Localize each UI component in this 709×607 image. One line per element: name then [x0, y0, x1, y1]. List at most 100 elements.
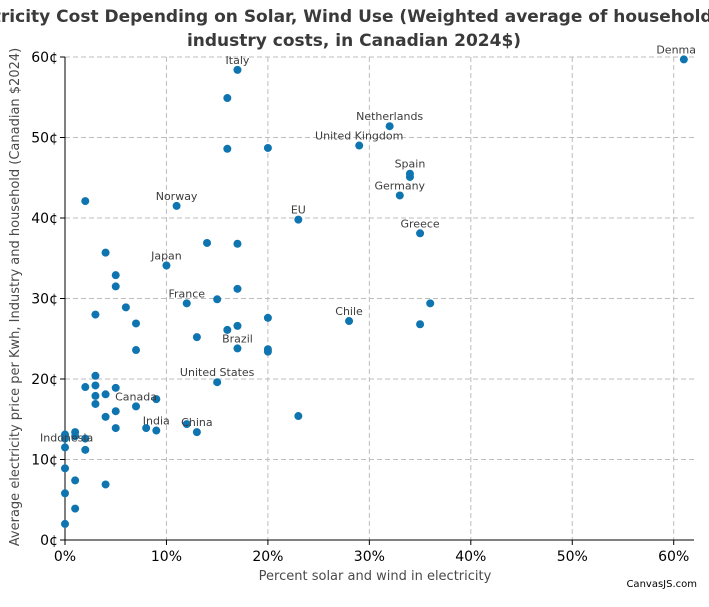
- data-point[interactable]: [203, 238, 212, 247]
- data-points: [61, 55, 688, 528]
- y-tick-label: 0¢: [40, 533, 58, 549]
- data-point[interactable]: [395, 191, 404, 200]
- data-point[interactable]: [233, 239, 242, 248]
- data-point[interactable]: [182, 420, 191, 429]
- data-point[interactable]: [111, 383, 120, 392]
- data-point[interactable]: [111, 271, 120, 280]
- data-point[interactable]: [233, 284, 242, 293]
- x-tick-label: 10%: [151, 549, 182, 565]
- y-tick-label: 20¢: [31, 372, 58, 388]
- x-tick-label: 50%: [557, 549, 588, 565]
- point-label: Indonesia: [40, 431, 93, 444]
- data-point[interactable]: [152, 395, 161, 404]
- y-tick-label: 40¢: [31, 211, 58, 227]
- data-point[interactable]: [71, 504, 80, 513]
- data-point[interactable]: [416, 320, 425, 329]
- data-point[interactable]: [121, 303, 130, 312]
- data-point[interactable]: [233, 344, 242, 353]
- data-point[interactable]: [416, 229, 425, 238]
- data-point[interactable]: [263, 313, 272, 322]
- data-point[interactable]: [91, 399, 100, 408]
- point-label: Canada: [115, 390, 157, 403]
- data-point[interactable]: [182, 299, 191, 308]
- data-point[interactable]: [81, 445, 90, 454]
- data-point[interactable]: [81, 434, 90, 443]
- data-point[interactable]: [91, 310, 100, 319]
- data-point[interactable]: [223, 325, 232, 334]
- data-point[interactable]: [61, 464, 69, 473]
- data-point[interactable]: [101, 390, 110, 399]
- point-label: India: [143, 415, 170, 428]
- data-point[interactable]: [162, 261, 171, 270]
- point-label: Denma: [656, 43, 696, 56]
- data-point[interactable]: [345, 317, 354, 326]
- data-point[interactable]: [385, 122, 394, 131]
- data-point[interactable]: [132, 319, 141, 328]
- data-point[interactable]: [294, 412, 303, 421]
- data-point[interactable]: [81, 197, 90, 206]
- data-point[interactable]: [111, 424, 120, 433]
- data-point[interactable]: [61, 430, 69, 439]
- data-point[interactable]: [294, 215, 303, 224]
- data-point[interactable]: [679, 55, 688, 64]
- data-point[interactable]: [71, 476, 80, 485]
- point-labels: Italy Netherlands United Kingdom Spain Germa…: [40, 43, 696, 444]
- data-point[interactable]: [213, 295, 222, 304]
- data-point[interactable]: [61, 489, 69, 498]
- point-label: Netherlands: [356, 110, 423, 123]
- data-point[interactable]: [192, 333, 201, 342]
- x-tick-labels: 0% 10% 20% 30% 40% 50% 60%: [54, 540, 689, 565]
- point-label: Germany: [375, 179, 426, 192]
- point-label: Brazil: [222, 332, 253, 345]
- data-point[interactable]: [61, 519, 69, 528]
- data-point[interactable]: [263, 143, 272, 152]
- point-label: China: [181, 416, 212, 429]
- data-point[interactable]: [233, 65, 242, 74]
- point-label: Greece: [401, 217, 440, 230]
- canvasjs-credit[interactable]: CanvasJS.com: [626, 579, 697, 590]
- data-point[interactable]: [152, 426, 161, 435]
- data-point[interactable]: [223, 144, 232, 153]
- data-point[interactable]: [172, 201, 181, 210]
- data-point[interactable]: [111, 407, 120, 416]
- data-point[interactable]: [101, 480, 110, 489]
- point-label: United States: [180, 366, 255, 379]
- data-point[interactable]: [426, 299, 435, 308]
- point-label: United Kingdom: [315, 130, 403, 143]
- x-axis-title: Percent solar and wind in electricity: [259, 569, 492, 584]
- x-tick-label: 0%: [54, 549, 76, 565]
- data-point[interactable]: [91, 381, 100, 390]
- point-label: EU: [291, 204, 306, 217]
- data-point[interactable]: [81, 383, 90, 392]
- data-point[interactable]: [91, 391, 100, 400]
- data-point[interactable]: [132, 346, 141, 355]
- y-tick-label: 60¢: [31, 50, 58, 66]
- data-point[interactable]: [263, 345, 272, 354]
- x-tick-label: 20%: [252, 549, 283, 565]
- y-axis-title: Average electricity price per Kwh, Indus…: [8, 48, 23, 546]
- data-point[interactable]: [223, 94, 232, 103]
- data-point[interactable]: [101, 412, 110, 421]
- y-tick-label: 50¢: [31, 131, 58, 147]
- chart-title-line-1: Electricity Cost Depending on Solar, Win…: [0, 7, 709, 27]
- data-point[interactable]: [355, 141, 364, 150]
- data-point[interactable]: [405, 169, 414, 178]
- data-point[interactable]: [61, 443, 69, 452]
- data-point[interactable]: [192, 428, 201, 437]
- x-tick-label: 30%: [354, 549, 385, 565]
- data-point[interactable]: [213, 378, 222, 387]
- chart-title-line-2: industry costs, in Canadian 2024$): [187, 31, 521, 51]
- data-point[interactable]: [111, 282, 120, 291]
- data-point[interactable]: [233, 321, 242, 330]
- data-point[interactable]: [132, 402, 141, 411]
- y-tick-labels: 0¢ 10¢ 20¢ 30¢ 40¢ 50¢ 60¢: [31, 50, 65, 549]
- x-tick-label: 60%: [658, 549, 689, 565]
- data-point[interactable]: [71, 428, 80, 437]
- x-tick-label: 40%: [455, 549, 486, 565]
- grid: [65, 56, 694, 540]
- data-point[interactable]: [91, 371, 100, 380]
- data-point[interactable]: [142, 424, 151, 433]
- data-point[interactable]: [101, 248, 110, 257]
